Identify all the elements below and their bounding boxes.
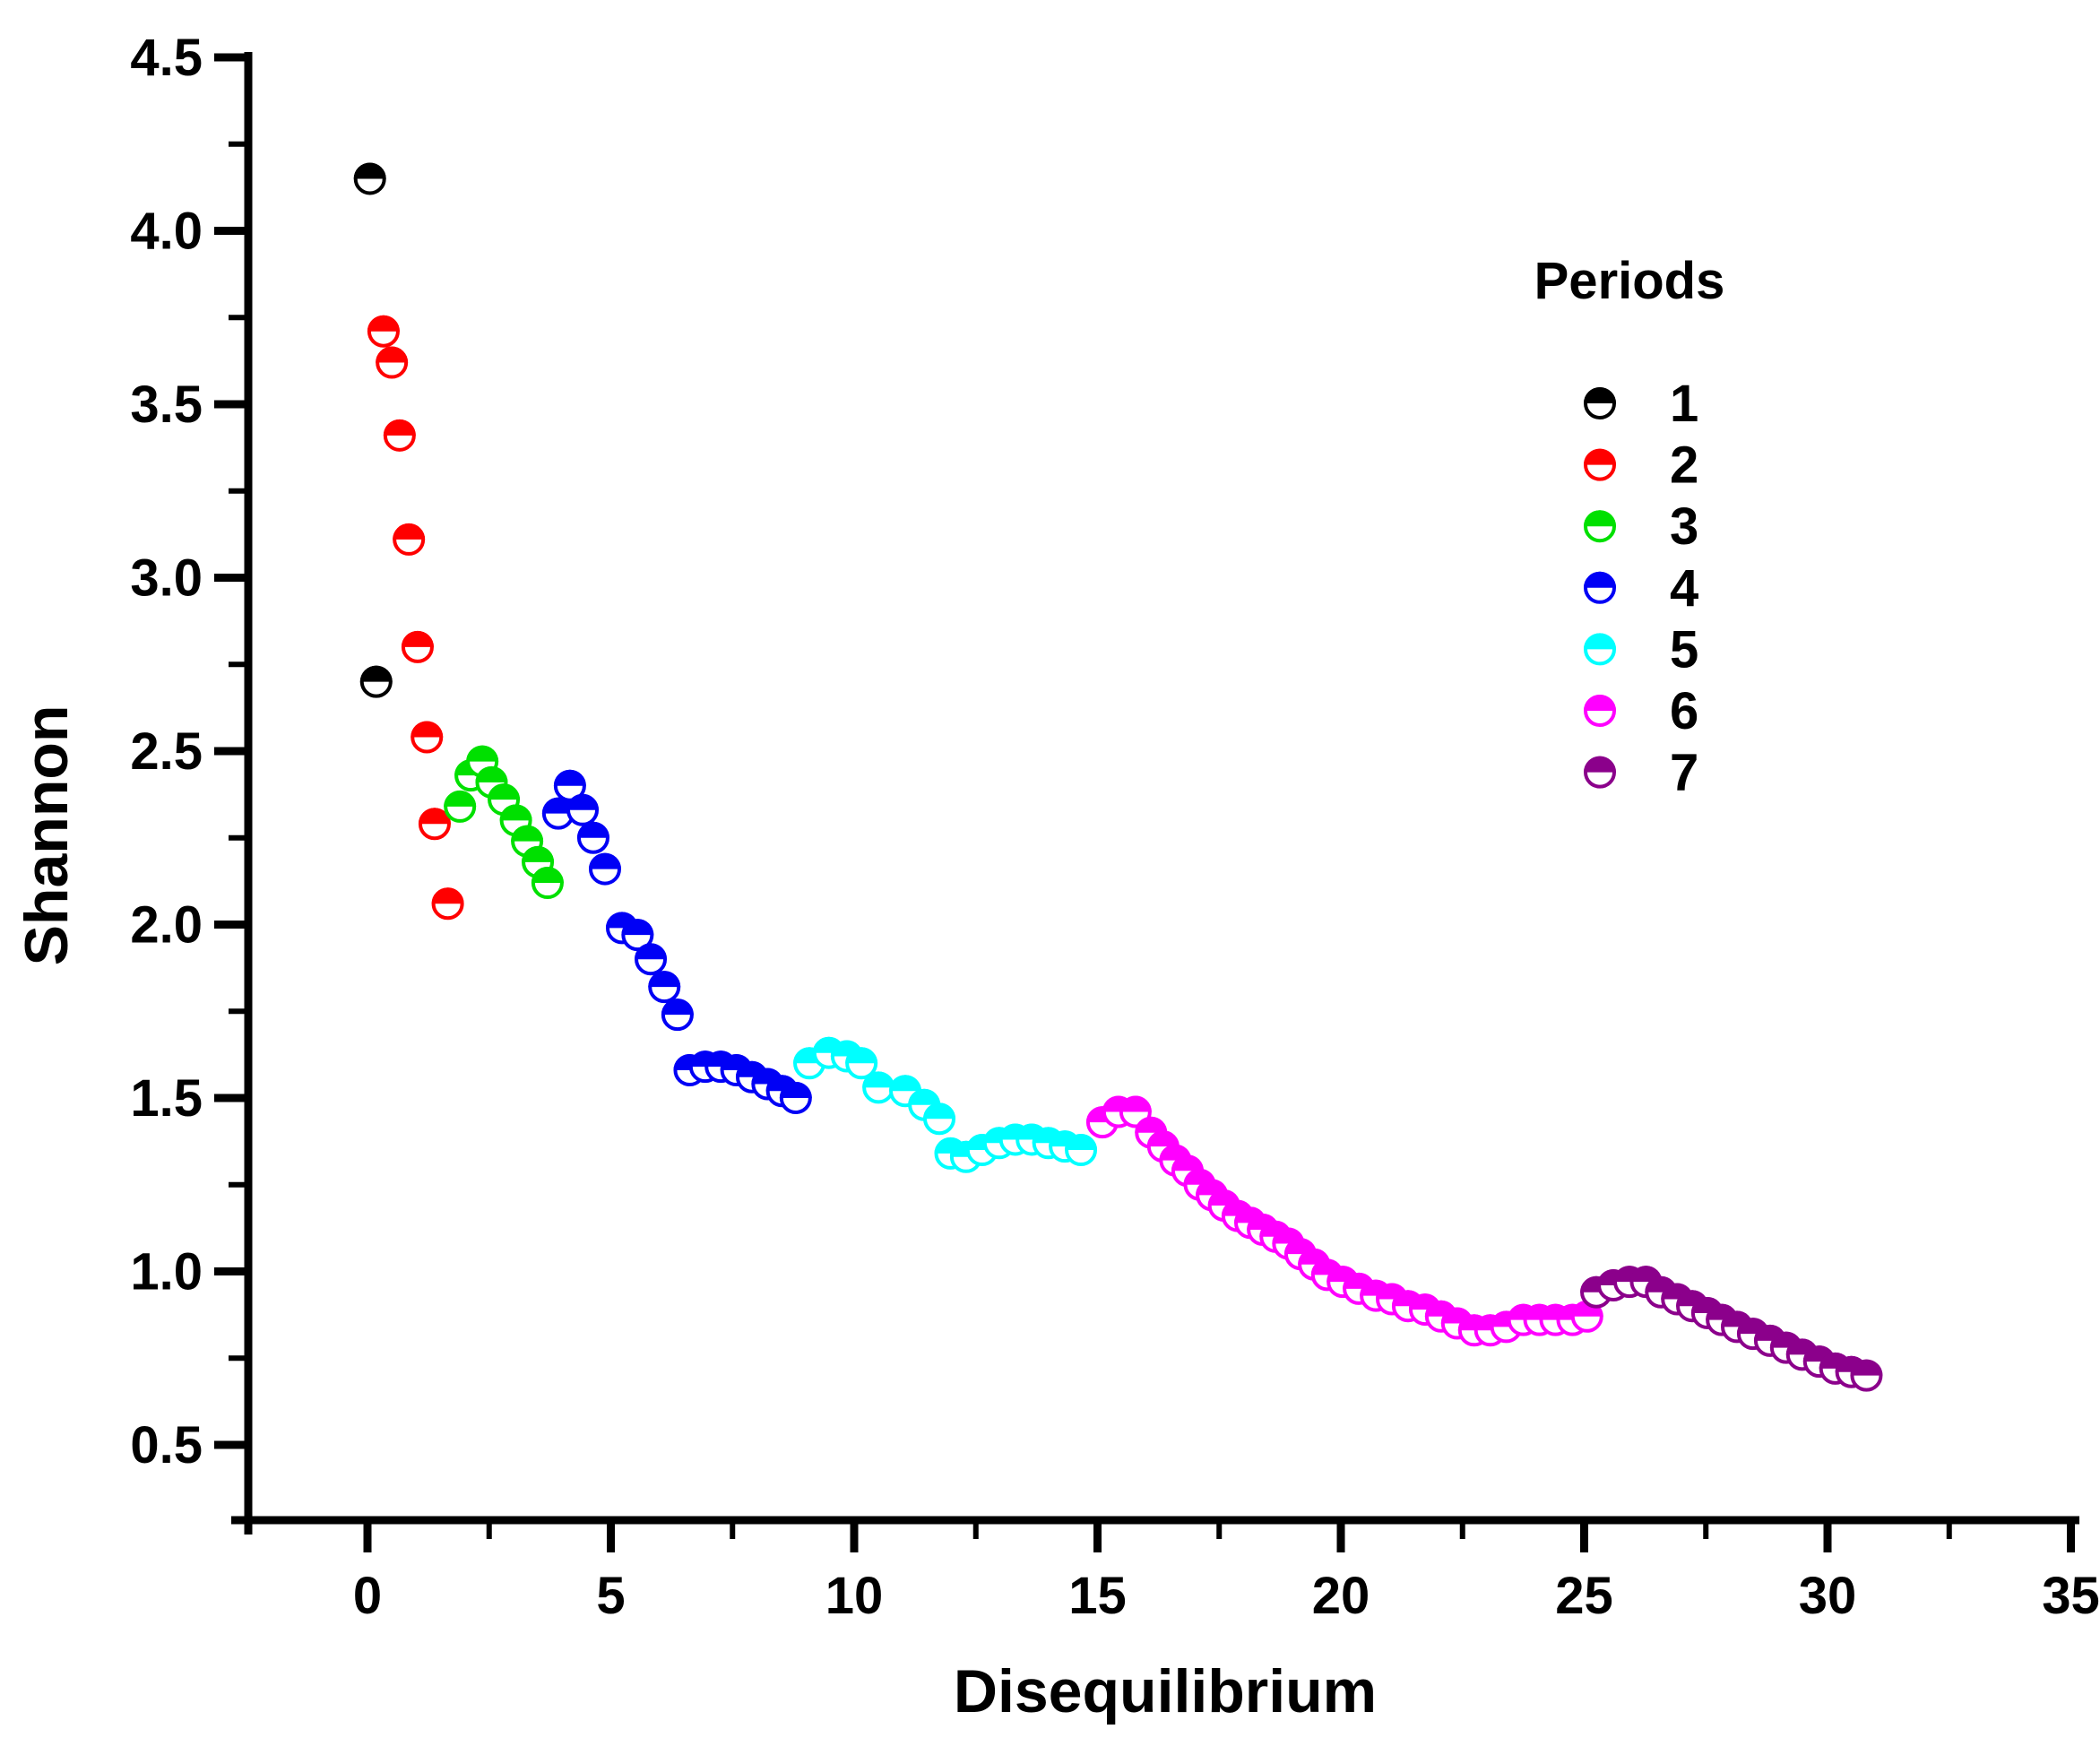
legend-entry-4: 4	[1584, 559, 1698, 618]
series-period-6	[1085, 1095, 1603, 1347]
data-point	[393, 523, 426, 556]
legend-marker	[1584, 387, 1616, 419]
data-point	[576, 821, 609, 854]
legend-entry-label: 2	[1670, 437, 1698, 495]
data-point	[1065, 1134, 1098, 1167]
legend-entry-label: 6	[1670, 682, 1698, 740]
legend-entry-label: 5	[1670, 620, 1698, 679]
data-point	[553, 769, 586, 802]
data-point	[444, 790, 477, 823]
data-point	[359, 665, 393, 698]
data-point	[588, 852, 621, 886]
series-period-2	[367, 315, 464, 921]
data-point	[648, 971, 681, 1004]
series-period-1	[353, 162, 393, 698]
tick-marks	[214, 53, 2075, 1552]
x-tick-label: 20	[1312, 1567, 1370, 1625]
data-point	[566, 793, 600, 826]
series-period-3	[444, 745, 564, 900]
y-tick-label: 0.5	[130, 1416, 203, 1474]
data-points	[353, 162, 1883, 1392]
y-tick-label: 1.0	[130, 1243, 203, 1301]
data-point	[621, 919, 654, 952]
legend-marker	[1584, 756, 1616, 789]
legend-entry-5: 5	[1584, 620, 1698, 679]
data-point	[779, 1082, 812, 1114]
legend-marker	[1584, 510, 1616, 543]
data-point	[845, 1047, 878, 1080]
y-tick-label: 2.0	[130, 896, 203, 955]
legend-entry-label: 1	[1670, 375, 1698, 433]
legend-entry-label: 7	[1670, 744, 1698, 802]
legend-title: Periods	[1534, 252, 1725, 310]
x-tick-label: 0	[353, 1567, 382, 1625]
data-point	[661, 999, 694, 1032]
data-point	[376, 346, 409, 379]
x-tick-label: 30	[1799, 1567, 1857, 1625]
legend-entry-3: 3	[1584, 497, 1698, 556]
legend-entry-1: 1	[1584, 375, 1698, 433]
legend-entry-2: 2	[1584, 437, 1698, 495]
x-tick-label: 15	[1068, 1567, 1127, 1625]
x-tick-label: 25	[1555, 1567, 1613, 1625]
y-tick-label: 4.5	[130, 29, 203, 87]
y-tick-label: 2.5	[130, 722, 203, 781]
data-point	[1850, 1359, 1883, 1392]
legend-entry-7: 7	[1584, 744, 1698, 802]
y-tick-label: 4.0	[130, 203, 203, 261]
tick-labels: 0.51.01.52.02.53.03.54.04.50 5 10 15 20 25 30 3…	[130, 29, 2099, 1625]
y-axis-title: Shannon	[13, 705, 81, 966]
legend-marker	[1584, 633, 1616, 666]
legend-marker	[1584, 695, 1616, 727]
legend-entry-6: 6	[1584, 682, 1698, 740]
data-point	[353, 162, 386, 195]
data-point	[431, 887, 464, 921]
x-tick-label: 35	[2042, 1567, 2100, 1625]
legend-entry-label: 3	[1670, 497, 1698, 556]
y-tick-label: 3.0	[130, 549, 203, 608]
data-point	[923, 1102, 956, 1136]
x-axis-title: Disequilibrium	[954, 1657, 1377, 1725]
y-tick-label: 1.5	[130, 1069, 203, 1128]
legend-marker	[1584, 571, 1616, 604]
y-tick-label: 3.5	[130, 376, 203, 434]
data-point	[410, 721, 444, 754]
data-point	[418, 808, 451, 841]
series-period-7	[1580, 1266, 1883, 1392]
data-point	[367, 315, 400, 348]
data-point	[531, 867, 564, 900]
data-point	[383, 419, 416, 452]
axes	[231, 52, 2079, 1535]
x-tick-label: 5	[596, 1567, 625, 1625]
series-period-5	[793, 1036, 1098, 1173]
x-tick-label: 10	[825, 1567, 884, 1625]
data-point	[635, 943, 668, 976]
legend-entry-label: 4	[1670, 559, 1698, 618]
data-point	[401, 630, 434, 663]
legend-marker	[1584, 448, 1616, 481]
series-period-4	[541, 769, 812, 1114]
